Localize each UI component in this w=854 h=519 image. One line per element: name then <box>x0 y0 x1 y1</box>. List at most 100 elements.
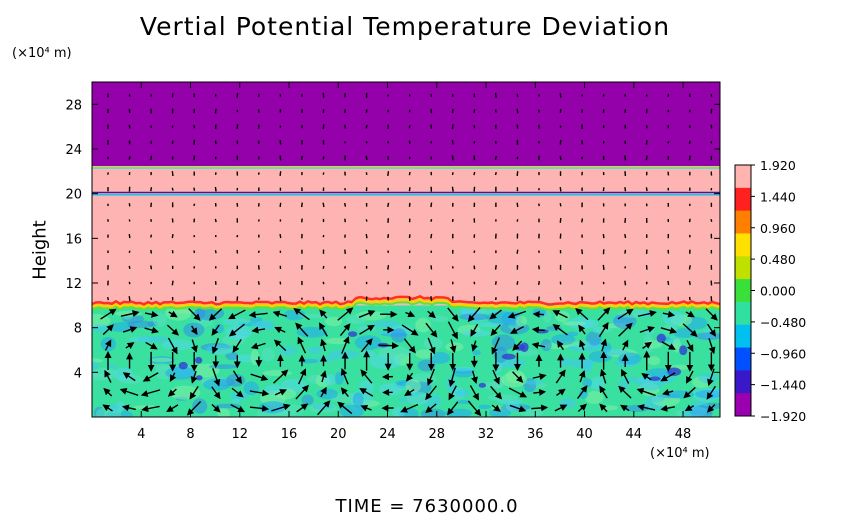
wind-arrow <box>387 265 390 270</box>
field-patch <box>334 371 344 385</box>
colorbar-segment <box>735 256 751 280</box>
field-patch <box>226 373 246 387</box>
wind-arrow <box>512 340 523 351</box>
wind-arrow <box>387 171 390 177</box>
wind-arrow <box>190 325 198 335</box>
wind-arrow <box>447 307 459 322</box>
wind-arrow <box>140 389 161 397</box>
wind-arrow <box>150 297 153 300</box>
field-patch <box>391 328 407 343</box>
field-patch <box>308 346 323 355</box>
wind-arrow <box>537 203 540 207</box>
wind-arrow <box>516 108 519 114</box>
wind-arrow <box>208 308 223 321</box>
wind-arrow <box>430 108 433 114</box>
wind-arrow <box>688 218 691 223</box>
y-tick-label: 24 <box>65 143 82 158</box>
wind-arrow <box>250 342 266 350</box>
field-patch <box>264 384 284 395</box>
x-tick-label: 20 <box>330 427 347 442</box>
wind-arrow <box>556 388 566 396</box>
field-patch <box>415 317 431 333</box>
wind-arrow <box>365 219 368 222</box>
wind-arrow <box>425 385 437 401</box>
wind-arrow <box>319 309 328 319</box>
wind-arrow <box>599 403 608 413</box>
wind-arrow <box>322 172 325 175</box>
wind-arrow <box>300 155 304 160</box>
field-patch <box>592 326 603 334</box>
wind-arrow <box>597 307 611 321</box>
wind-arrow <box>107 172 109 175</box>
wind-arrow <box>104 369 112 383</box>
wind-arrow <box>341 336 350 354</box>
field-patch <box>487 394 519 401</box>
wind-arrow <box>322 124 325 130</box>
field-spot <box>501 353 516 360</box>
wind-arrow <box>400 403 419 413</box>
wind-arrow <box>531 326 545 334</box>
wind-arrow <box>710 124 713 129</box>
wind-arrow <box>279 234 282 239</box>
colorbar-segment <box>735 324 751 349</box>
wind-arrow <box>169 372 177 382</box>
field-patch <box>474 322 503 328</box>
x-tick-label: 16 <box>281 427 298 442</box>
wind-arrow <box>296 403 309 413</box>
wind-arrow <box>451 266 454 269</box>
wind-arrow <box>552 324 568 336</box>
wind-arrow <box>279 171 282 176</box>
wind-arrow <box>600 338 608 352</box>
wind-arrow <box>645 187 648 192</box>
x-tick-label: 8 <box>186 427 194 442</box>
field-patch <box>515 315 528 327</box>
wind-arrow <box>365 141 368 144</box>
wind-arrow <box>559 155 562 161</box>
wind-arrow <box>491 337 500 355</box>
field-patch <box>582 378 593 388</box>
wind-arrow <box>214 108 217 114</box>
wind-arrow <box>128 281 131 285</box>
field-patch <box>525 380 544 385</box>
y-tick-label: 12 <box>65 277 82 292</box>
wind-arrow <box>577 403 587 413</box>
field-patch <box>461 329 491 337</box>
wind-arrow <box>271 403 291 412</box>
wind-arrow <box>516 281 519 285</box>
field-patch <box>561 321 587 326</box>
colorbar-segment <box>735 210 751 234</box>
wind-arrow <box>624 297 627 301</box>
wind-arrow <box>214 186 217 192</box>
field-patch <box>346 314 368 324</box>
wind-arrow <box>624 155 627 161</box>
wind-arrow <box>637 404 656 411</box>
wind-arrow <box>624 234 627 239</box>
field-patch <box>352 392 364 408</box>
y-tick-label: 20 <box>65 188 82 203</box>
wind-arrow <box>642 341 653 349</box>
wind-arrow <box>387 202 390 207</box>
wind-arrow <box>107 108 109 114</box>
field-patch <box>255 320 274 331</box>
field-spot <box>667 367 682 376</box>
wind-arrow <box>516 249 519 254</box>
wind-arrow <box>150 187 153 192</box>
chart-title: Vertial Potential Temperature Deviation <box>139 12 671 41</box>
field-patch <box>250 349 260 366</box>
wind-arrow <box>279 202 282 207</box>
wind-arrow <box>710 108 713 114</box>
wind-arrow <box>559 139 562 145</box>
wind-arrow <box>387 109 390 113</box>
wind-arrow <box>102 324 114 336</box>
wind-arrow <box>125 342 135 350</box>
field-spot <box>679 345 688 356</box>
wind-arrow <box>684 404 695 412</box>
wind-arrow <box>214 218 217 223</box>
wind-arrow <box>171 171 174 177</box>
wind-arrow <box>122 326 138 333</box>
colorbar-tick-label: −0.960 <box>760 346 806 361</box>
wind-arrow <box>228 323 245 337</box>
wind-arrow <box>365 233 368 239</box>
wind-arrow <box>273 369 289 384</box>
